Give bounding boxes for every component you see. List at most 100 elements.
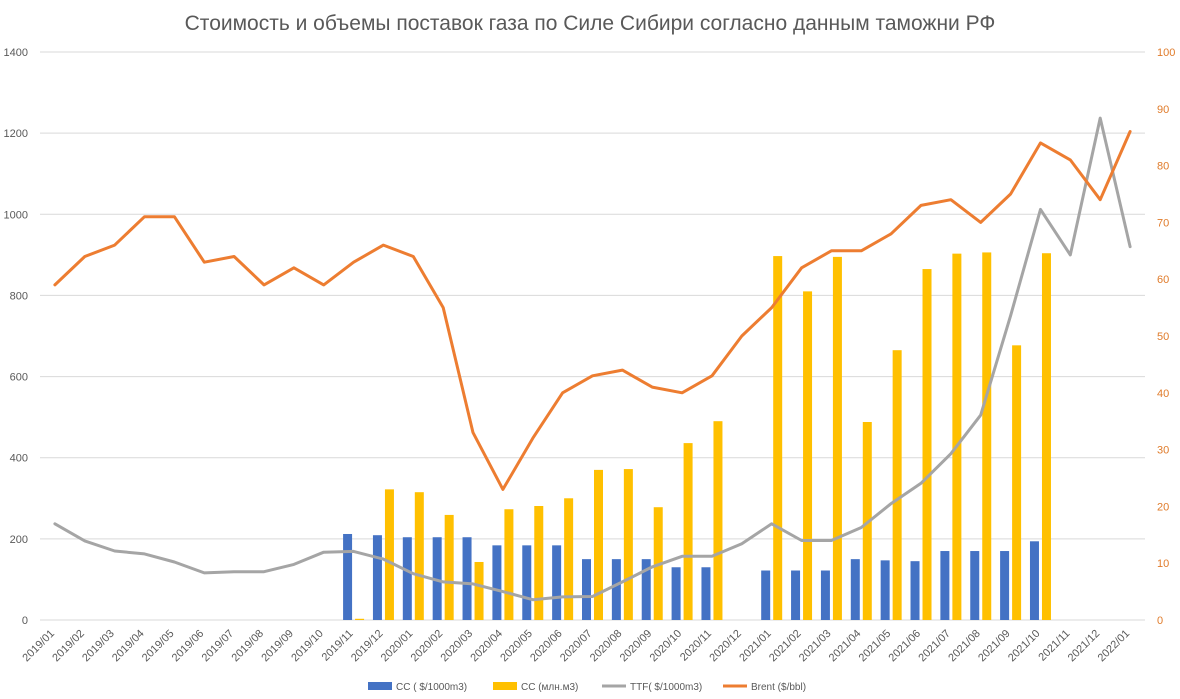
- bar: [474, 561, 484, 620]
- bar: [384, 489, 394, 620]
- x-tick-label: 2021/12: [1066, 628, 1103, 665]
- bar: [880, 560, 890, 620]
- bar: [522, 545, 532, 620]
- series-line: [53, 130, 1132, 491]
- x-tick-label: 2021/05: [857, 628, 894, 665]
- bar: [1000, 551, 1010, 620]
- x-tick-label: 2020/02: [409, 628, 446, 665]
- bar: [611, 559, 621, 620]
- legend: CC ( $/1000m3) CC (млн.м3) TTF( $/1000m3) B…: [368, 682, 806, 693]
- x-tick-label: 2022/01: [1096, 628, 1133, 665]
- bar: [641, 559, 651, 620]
- x-tick-label: 2019/01: [20, 628, 57, 665]
- y-left-tick-label: 200: [10, 534, 28, 546]
- bar-marks: [343, 252, 1051, 620]
- bar: [761, 570, 771, 620]
- y-left-tick-label: 600: [10, 372, 28, 384]
- bar: [444, 514, 454, 620]
- y-left-tick-label: 800: [10, 290, 28, 302]
- y-right-tick-label: 100: [1157, 47, 1175, 59]
- x-tick-label: 2020/12: [707, 628, 744, 665]
- x-tick-label: 2020/01: [379, 628, 416, 665]
- series-line: [53, 116, 1132, 602]
- bar: [820, 570, 830, 620]
- bar: [940, 551, 950, 620]
- bar: [952, 253, 962, 620]
- y-right-tick-label: 0: [1157, 615, 1163, 627]
- x-tick-label: 2021/09: [976, 628, 1013, 665]
- bar: [462, 537, 472, 620]
- x-tick-label: 2019/02: [50, 628, 87, 665]
- x-tick-label: 2020/05: [498, 628, 535, 665]
- bar: [414, 492, 424, 620]
- y-right-tick-label: 70: [1157, 217, 1169, 229]
- bar: [970, 551, 980, 620]
- bar: [432, 537, 442, 620]
- x-axis: 2019/012019/022019/032019/042019/052019/…: [20, 628, 1132, 665]
- x-tick-label: 2019/05: [140, 628, 177, 665]
- bar: [832, 256, 842, 620]
- y-right-tick-label: 60: [1157, 274, 1169, 286]
- x-tick-label: 2021/03: [797, 628, 834, 665]
- x-tick-label: 2019/10: [289, 628, 326, 665]
- bar: [355, 618, 365, 620]
- x-tick-label: 2021/08: [946, 628, 983, 665]
- x-tick-label: 2019/04: [110, 628, 147, 665]
- x-tick-label: 2019/12: [349, 628, 386, 665]
- legend-label: CC (млн.м3): [521, 682, 578, 693]
- x-tick-label: 2021/06: [887, 628, 924, 665]
- y-right-tick-label: 50: [1157, 331, 1169, 343]
- bar: [773, 256, 783, 620]
- x-tick-label: 2020/04: [468, 628, 505, 665]
- x-tick-label: 2019/09: [259, 628, 296, 665]
- x-tick-label: 2019/03: [80, 628, 117, 665]
- y-right-tick-label: 10: [1157, 558, 1169, 570]
- bar: [402, 537, 412, 620]
- legend-label: CC ( $/1000m3): [396, 682, 467, 693]
- bar: [492, 545, 502, 620]
- bar: [892, 350, 902, 620]
- bar: [343, 533, 353, 620]
- y-left-tick-label: 1000: [4, 209, 28, 221]
- legend-label: Brent ($/bbl): [751, 682, 806, 693]
- bar: [1012, 345, 1022, 620]
- x-tick-label: 2021/10: [1006, 628, 1043, 665]
- bar: [504, 509, 514, 620]
- legend-swatch: [493, 682, 517, 690]
- y-right-tick-label: 90: [1157, 104, 1169, 116]
- x-tick-label: 2020/07: [558, 628, 595, 665]
- bar: [594, 469, 603, 620]
- x-tick-label: 2019/07: [200, 628, 237, 665]
- line-marks: [53, 116, 1132, 602]
- y-left-tick-label: 0: [22, 615, 28, 627]
- y-axis-right: 0 10 20 30 40 50 60 70 80 90 100: [1157, 47, 1175, 627]
- y-right-tick-label: 20: [1157, 501, 1169, 513]
- legend-label: TTF( $/1000m3): [630, 682, 702, 693]
- x-tick-label: 2020/09: [618, 628, 655, 665]
- bar: [552, 545, 562, 620]
- bar: [701, 567, 711, 620]
- bar: [534, 505, 544, 620]
- bar: [1041, 253, 1051, 620]
- bar: [922, 269, 932, 620]
- gridlines: [40, 51, 1145, 621]
- bar: [1029, 541, 1039, 620]
- bar: [683, 443, 693, 620]
- y-axis-left: 0 200 400 600 800 1000 1200 1400: [4, 47, 28, 627]
- y-right-tick-label: 40: [1157, 388, 1169, 400]
- x-tick-label: 2021/02: [767, 628, 804, 665]
- y-left-tick-label: 1400: [4, 47, 28, 59]
- y-left-tick-label: 400: [10, 453, 28, 465]
- x-tick-label: 2019/06: [170, 628, 207, 665]
- bar: [850, 559, 860, 620]
- y-left-tick-label: 1200: [4, 128, 28, 140]
- x-tick-label: 2021/04: [827, 628, 864, 665]
- bar: [582, 559, 591, 620]
- x-tick-label: 2020/06: [528, 628, 565, 665]
- bar: [623, 469, 633, 620]
- bar: [372, 535, 382, 620]
- bar: [713, 421, 723, 620]
- x-tick-label: 2021/01: [737, 628, 774, 665]
- x-tick-label: 2019/08: [230, 628, 267, 665]
